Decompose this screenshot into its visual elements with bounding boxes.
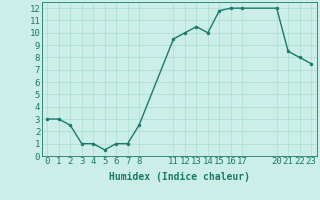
X-axis label: Humidex (Indice chaleur): Humidex (Indice chaleur) — [109, 172, 250, 182]
